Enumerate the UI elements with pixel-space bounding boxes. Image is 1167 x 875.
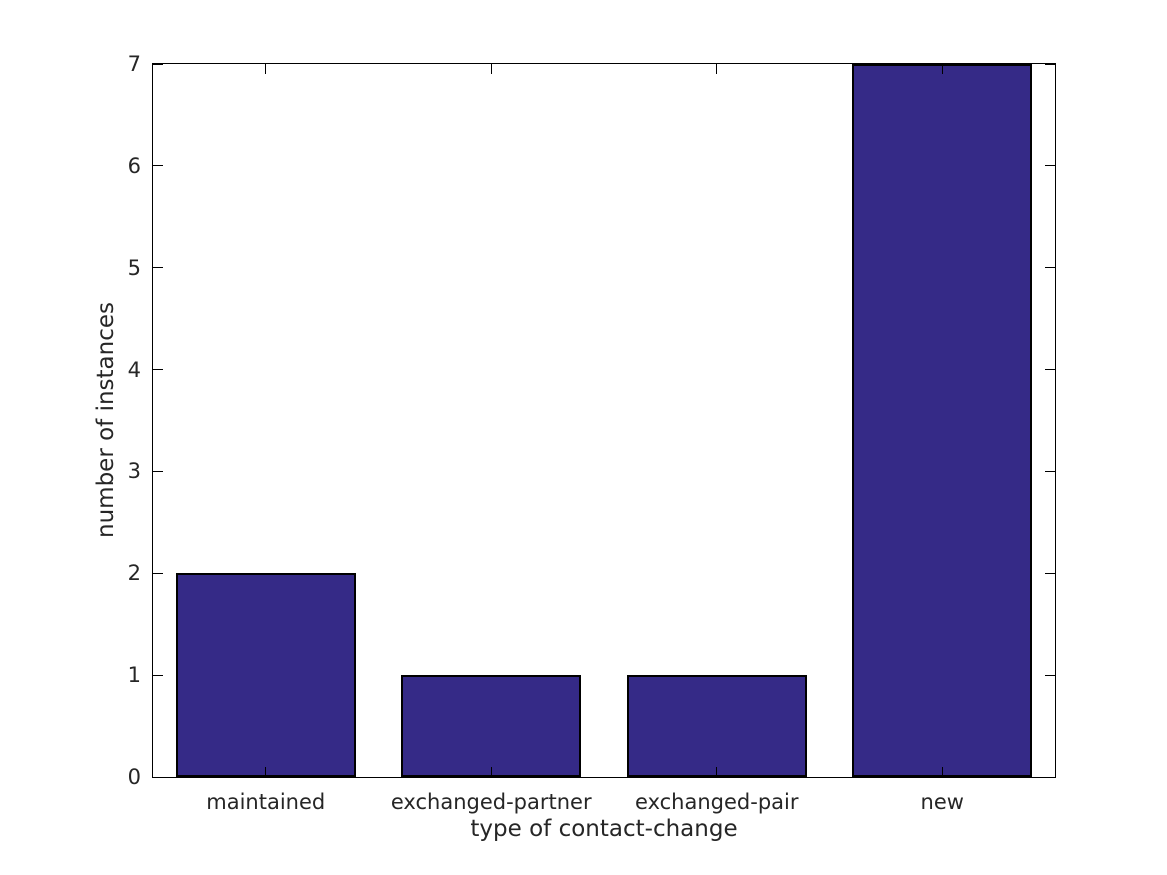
x-tick-mark bbox=[941, 767, 943, 777]
y-tick-mark bbox=[153, 470, 163, 472]
plot-area bbox=[152, 63, 1056, 778]
y-tick-label: 4 bbox=[127, 357, 141, 382]
x-tick-mark bbox=[265, 767, 267, 777]
y-tick-label: 6 bbox=[127, 153, 141, 178]
x-tick-mark bbox=[265, 64, 267, 74]
y-tick-label: 0 bbox=[127, 765, 141, 789]
y-tick-mark bbox=[1045, 470, 1055, 472]
x-tick-label: maintained bbox=[206, 790, 326, 814]
x-tick-mark bbox=[716, 767, 718, 777]
y-tick-mark bbox=[153, 369, 163, 371]
x-tick-label: new bbox=[920, 790, 964, 814]
y-tick-mark bbox=[153, 674, 163, 676]
y-tick-mark bbox=[1045, 63, 1055, 65]
x-tick-mark bbox=[490, 64, 492, 74]
x-tick-mark bbox=[716, 64, 718, 74]
y-tick-label: 2 bbox=[127, 561, 141, 586]
y-tick-mark bbox=[153, 267, 163, 269]
y-tick-mark bbox=[153, 572, 163, 574]
y-tick-label: 5 bbox=[127, 255, 141, 280]
bar-exchanged-pair bbox=[626, 675, 807, 777]
x-tick-mark bbox=[490, 767, 492, 777]
x-tick-mark bbox=[941, 64, 943, 74]
y-tick-mark bbox=[1045, 776, 1055, 778]
x-tick-label: exchanged-pair bbox=[635, 790, 799, 814]
y-tick-label: 3 bbox=[127, 459, 141, 484]
y-tick-mark bbox=[1045, 165, 1055, 167]
y-tick-mark bbox=[1045, 369, 1055, 371]
y-tick-mark bbox=[1045, 674, 1055, 676]
y-tick-label: 1 bbox=[127, 663, 141, 688]
y-tick-mark bbox=[153, 776, 163, 778]
x-axis-title: type of contact-change bbox=[470, 816, 738, 842]
y-tick-label: 7 bbox=[127, 52, 141, 76]
x-tick-label: exchanged-partner bbox=[390, 790, 592, 814]
y-tick-mark bbox=[1045, 572, 1055, 574]
y-axis-title: number of instances bbox=[93, 302, 119, 538]
y-tick-mark bbox=[153, 63, 163, 65]
bar-maintained bbox=[175, 573, 356, 777]
y-tick-mark bbox=[1045, 267, 1055, 269]
y-tick-mark bbox=[153, 165, 163, 167]
bar-new bbox=[852, 64, 1033, 777]
bar-exchanged-partner bbox=[401, 675, 582, 777]
